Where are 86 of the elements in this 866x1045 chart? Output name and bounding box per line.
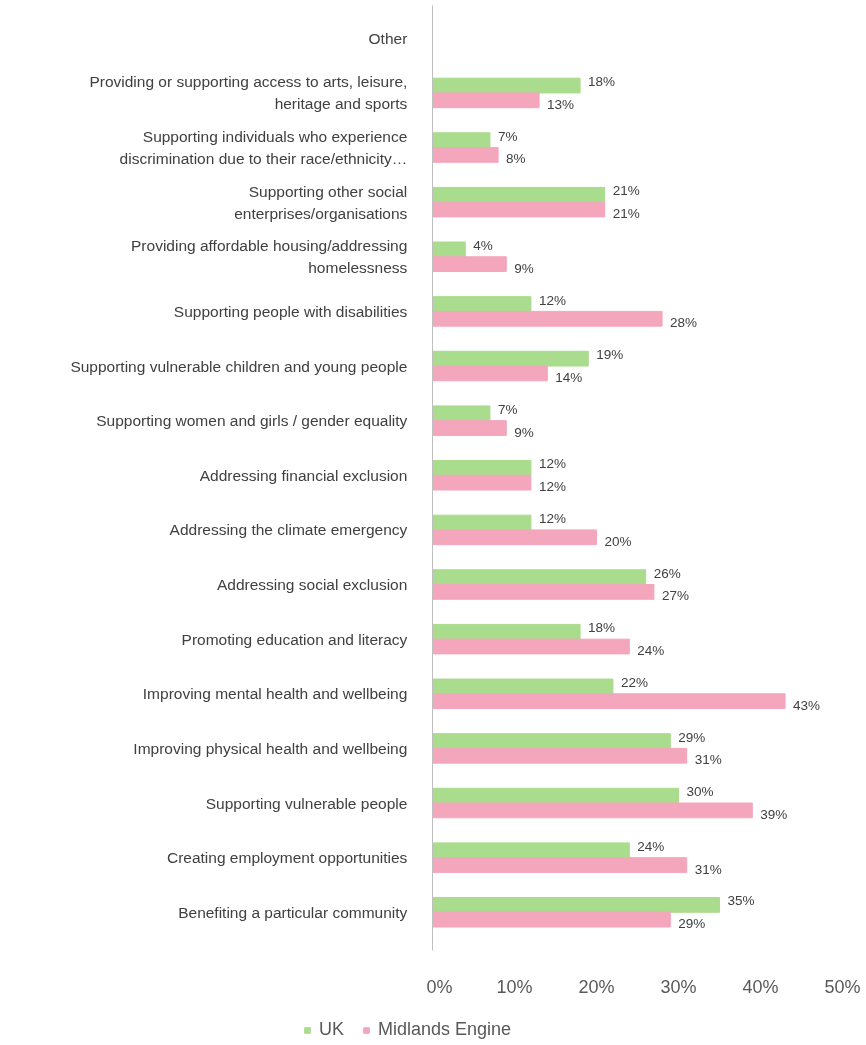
bar <box>432 911 671 928</box>
y-tick-label: Supporting individuals who experience discrimination due to their race/ethnicity… <box>119 127 408 168</box>
y-tick-label: Improving physical health and wellbeing <box>133 739 408 757</box>
data-label: 43% <box>793 697 821 713</box>
data-label: 4% <box>473 237 493 253</box>
x-tick-label: 20% <box>578 976 615 997</box>
bar <box>432 365 548 382</box>
bar <box>432 77 581 94</box>
y-tick-label: Providing or supporting access to arts, leisure, heritage and sports <box>89 73 408 113</box>
bar <box>432 857 688 873</box>
bar <box>432 529 597 546</box>
bar <box>432 256 507 273</box>
bar <box>432 514 532 531</box>
y-tick-label: Supporting people with disabilities <box>173 302 408 320</box>
bar <box>432 350 589 367</box>
data-label: 19% <box>596 347 624 363</box>
x-tick-label: 50% <box>824 976 861 997</box>
x-tick-label: 0% <box>426 976 453 997</box>
y-tick-label: Benefiting a particular community <box>178 903 408 921</box>
y-tick-label: Providing affordable housing/addressing homelessness <box>131 237 408 277</box>
data-label: 18% <box>588 620 616 636</box>
y-tick-label: Supporting vulnerable people <box>205 794 408 812</box>
data-label: 26% <box>653 565 681 581</box>
data-label: 12% <box>538 292 566 308</box>
data-label: 30% <box>686 784 714 800</box>
y-tick-label: Supporting women and girls / gender equality <box>96 412 408 430</box>
bar <box>432 201 606 218</box>
y-tick-label: Improving mental health and wellbeing <box>142 685 408 703</box>
bar <box>432 802 753 819</box>
bar <box>432 747 688 764</box>
y-tick-label: Addressing social exclusion <box>216 576 408 594</box>
bar <box>432 92 540 109</box>
bar <box>432 241 466 258</box>
bar <box>432 733 671 749</box>
data-label: 27% <box>661 588 689 604</box>
data-label: 21% <box>612 183 640 199</box>
data-label: 12% <box>538 479 566 495</box>
data-label: 35% <box>727 893 755 909</box>
data-label: 29% <box>678 916 706 932</box>
bar <box>432 678 614 695</box>
bar <box>432 842 630 859</box>
y-tick-label: Other <box>368 29 408 47</box>
data-label: 9% <box>514 424 534 440</box>
data-label: 12% <box>538 511 566 527</box>
data-label: 7% <box>497 401 518 417</box>
bar <box>432 584 655 600</box>
data-label: 28% <box>670 315 698 331</box>
y-tick-label: Supporting vulnerable children and young people <box>70 357 408 375</box>
bar <box>432 897 720 913</box>
legend-label: UK <box>319 1019 345 1040</box>
data-label: 22% <box>620 674 648 690</box>
bar <box>432 296 532 312</box>
bar <box>432 147 499 163</box>
data-label: 21% <box>612 206 640 222</box>
data-label: 39% <box>760 806 788 822</box>
data-label: 18% <box>588 74 616 90</box>
x-tick-label: 10% <box>496 976 533 997</box>
legend-label: Midlands Engine <box>378 1019 512 1040</box>
bar <box>432 638 630 655</box>
bar <box>432 132 491 149</box>
data-label: 24% <box>637 643 665 659</box>
bar <box>432 310 663 327</box>
x-tick-label: 40% <box>742 976 779 997</box>
x-tick-label: 30% <box>660 976 697 997</box>
data-label: 9% <box>514 260 534 276</box>
y-tick-label: Supporting other social enterprises/organisations <box>234 182 408 222</box>
data-label: 12% <box>538 456 566 472</box>
data-label: 14% <box>555 369 583 385</box>
bar <box>432 460 532 476</box>
data-label: 24% <box>637 838 665 854</box>
bar <box>432 420 507 436</box>
data-label: 7% <box>497 128 518 144</box>
bar <box>432 405 491 422</box>
data-label: 8% <box>506 151 526 167</box>
bar <box>432 474 532 491</box>
y-tick-label: Addressing financial exclusion <box>199 466 408 484</box>
y-tick-label: Promoting education and literacy <box>181 630 408 648</box>
data-label: 29% <box>678 729 706 745</box>
y-tick-label: Creating employment opportunities <box>166 849 408 867</box>
bar <box>432 569 647 586</box>
bar <box>432 693 786 710</box>
data-label: 31% <box>694 861 722 877</box>
data-label: 13% <box>547 96 575 112</box>
data-label: 31% <box>694 752 722 768</box>
y-tick-label: Addressing the climate emergency <box>169 521 408 539</box>
data-label: 20% <box>604 533 632 549</box>
